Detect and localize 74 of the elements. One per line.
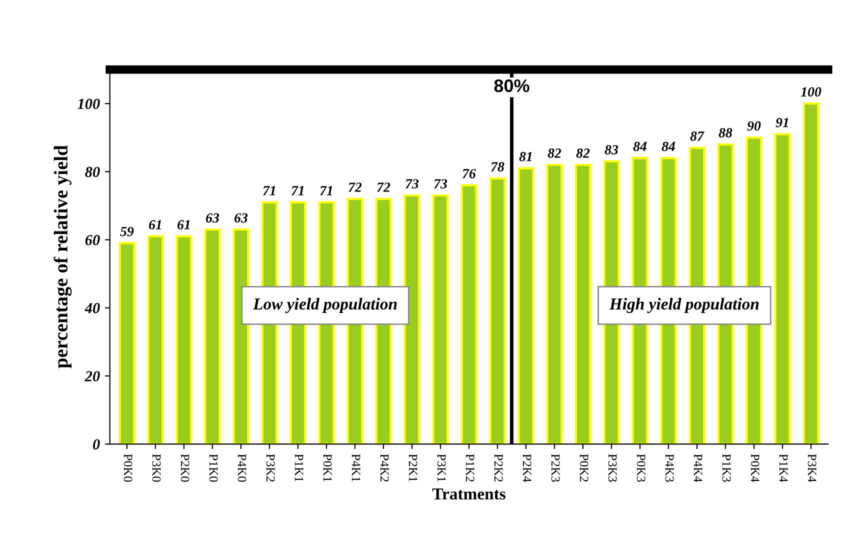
bar	[460, 184, 478, 444]
x-tick-label: P0K4	[750, 454, 760, 482]
data-label: 87	[690, 131, 704, 141]
x-tick-label: P1K2	[466, 454, 474, 482]
data-label: 84	[633, 142, 647, 152]
x-tick-label: P1K3	[722, 454, 731, 482]
data-label: 81	[519, 152, 532, 162]
x-tick-label: P2K3	[551, 454, 560, 482]
bar	[489, 177, 506, 444]
x-tick-label: P4K0	[238, 454, 246, 482]
x-tick-label: P2K1	[408, 454, 418, 482]
bar	[147, 235, 164, 444]
data-label: 91	[776, 118, 788, 128]
bar	[204, 228, 221, 444]
data-label: 82	[548, 148, 562, 158]
x-tick-label: P1K4	[779, 454, 788, 482]
bar	[802, 102, 820, 444]
data-label: 59	[120, 226, 134, 236]
data-label: 63	[234, 213, 248, 223]
y-tick-label: 0	[93, 439, 100, 450]
data-label: 72	[377, 182, 390, 192]
data-label: 76	[462, 168, 476, 178]
y-tick-label: 60	[85, 234, 100, 246]
annotation: High yield population	[609, 298, 759, 314]
data-label: 72	[348, 182, 362, 192]
data-label: 71	[263, 186, 275, 196]
y-tick-label: 100	[78, 98, 100, 110]
x-tick-label: P0K0	[124, 454, 132, 482]
x-tick-label: P0K3	[636, 454, 646, 482]
x-tick-label: P4K1	[352, 454, 360, 482]
y-tick-label: 20	[84, 371, 100, 382]
x-tick-label: P3K2	[266, 454, 275, 482]
x-tick-label: P3K0	[152, 454, 161, 482]
data-label: 61	[177, 220, 190, 230]
data-label: 73	[434, 179, 448, 189]
x-tick-label: P2K0	[180, 454, 190, 482]
x-tick-label: P1K0	[209, 454, 218, 482]
annotation: Low yield population	[252, 298, 397, 314]
x-tick-label: P2K2	[494, 454, 503, 482]
data-label: 88	[718, 128, 732, 138]
data-label: 71	[292, 186, 304, 196]
data-label: 73	[406, 179, 419, 189]
data-label: 71	[320, 186, 332, 196]
y-axis-title: percentage of relative yield	[54, 145, 72, 368]
x-tick-label: P3K1	[437, 454, 446, 482]
data-label: 84	[662, 142, 676, 152]
data-label: 82	[576, 148, 590, 158]
bar	[546, 164, 563, 444]
x-tick-label: P1K1	[294, 454, 304, 482]
x-tick-label: P0K2	[580, 454, 588, 482]
x-tick-label: P4K3	[665, 454, 674, 482]
x-tick-label: P3K4	[808, 454, 816, 482]
bar	[574, 164, 592, 444]
bar	[774, 133, 791, 444]
data-label: 61	[148, 220, 161, 230]
bar	[432, 194, 449, 444]
x-axis-title: Tratments	[432, 488, 506, 500]
x-tick-label: P2K4	[522, 454, 532, 482]
bar	[118, 242, 136, 444]
data-label: 100	[800, 87, 822, 97]
x-tick-label: P4K4	[694, 454, 702, 482]
data-label: 63	[206, 213, 220, 223]
x-tick-label: P4K2	[380, 454, 389, 482]
y-tick-label: 80	[85, 166, 100, 178]
bar	[176, 235, 192, 444]
x-tick-label: P3K3	[608, 454, 617, 482]
bar	[518, 167, 534, 444]
data-label: 90	[747, 121, 761, 131]
y-tick-label: 40	[84, 303, 100, 314]
annotation: 80%	[494, 79, 530, 92]
x-tick-label: P0K1	[323, 454, 332, 482]
data-label: 78	[491, 162, 504, 172]
data-label: 83	[604, 145, 618, 154]
bar	[404, 194, 420, 444]
